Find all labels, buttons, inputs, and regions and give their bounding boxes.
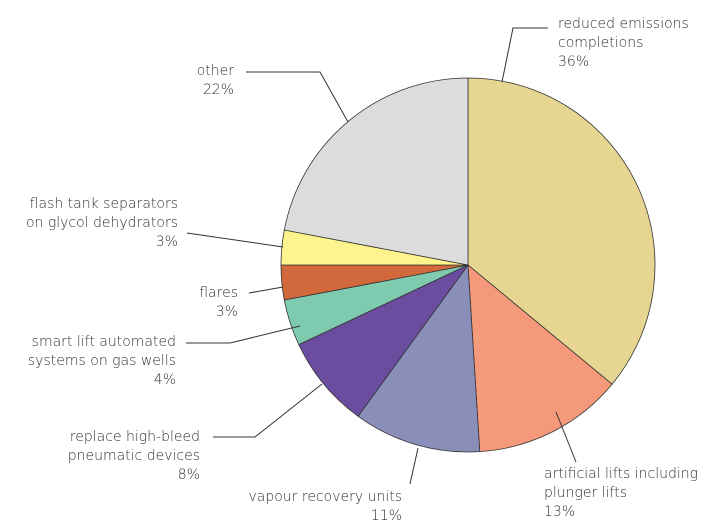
leader-line	[246, 71, 349, 123]
slice-label: replace high-bleed pneumatic devices 8%	[68, 428, 200, 485]
slice-percent: 8%	[177, 467, 200, 483]
slice-name: flash tank separators on glycol dehydrat…	[25, 196, 178, 231]
slice-label: artificial lifts including plunger lifts…	[544, 465, 698, 522]
slice-label: reduced emissions completions 36%	[558, 15, 689, 72]
slice-percent: 11%	[370, 508, 402, 524]
slice-percent: 3%	[155, 234, 178, 250]
pie-slice	[467, 264, 613, 453]
slice-label: flares 3%	[199, 284, 238, 322]
slice-label: other 22%	[197, 62, 234, 100]
slice-name: flares	[199, 285, 238, 301]
slice-label: flash tank separators on glycol dehydrat…	[26, 195, 178, 252]
leader-line	[409, 447, 419, 485]
leader-line	[248, 286, 284, 294]
slice-percent: 13%	[544, 504, 576, 520]
leader-line	[186, 325, 301, 344]
slice-percent: 22%	[202, 82, 234, 98]
slice-name: replace high-bleed pneumatic devices	[67, 429, 200, 464]
slice-label: smart lift automated systems on gas well…	[28, 333, 176, 390]
slice-percent: 36%	[558, 54, 590, 70]
slice-percent: 3%	[215, 304, 238, 320]
pie-slice	[467, 77, 656, 385]
leader-line	[501, 27, 548, 83]
leader-line	[555, 411, 577, 463]
slice-name: other	[196, 63, 234, 79]
pie-slice	[357, 263, 481, 453]
slice-label: vapour recovery units 11%	[248, 488, 402, 526]
slice-name: artificial lifts including plunger lifts	[544, 466, 699, 501]
slice-name: vapour recovery units	[248, 489, 402, 505]
pie-slice	[283, 77, 469, 266]
leader-line	[186, 232, 284, 248]
slice-name: reduced emissions completions	[558, 16, 689, 51]
slice-percent: 4%	[153, 372, 176, 388]
pie-slice	[298, 264, 469, 417]
slice-name: smart lift automated systems on gas well…	[27, 334, 176, 369]
leader-line	[213, 383, 323, 438]
